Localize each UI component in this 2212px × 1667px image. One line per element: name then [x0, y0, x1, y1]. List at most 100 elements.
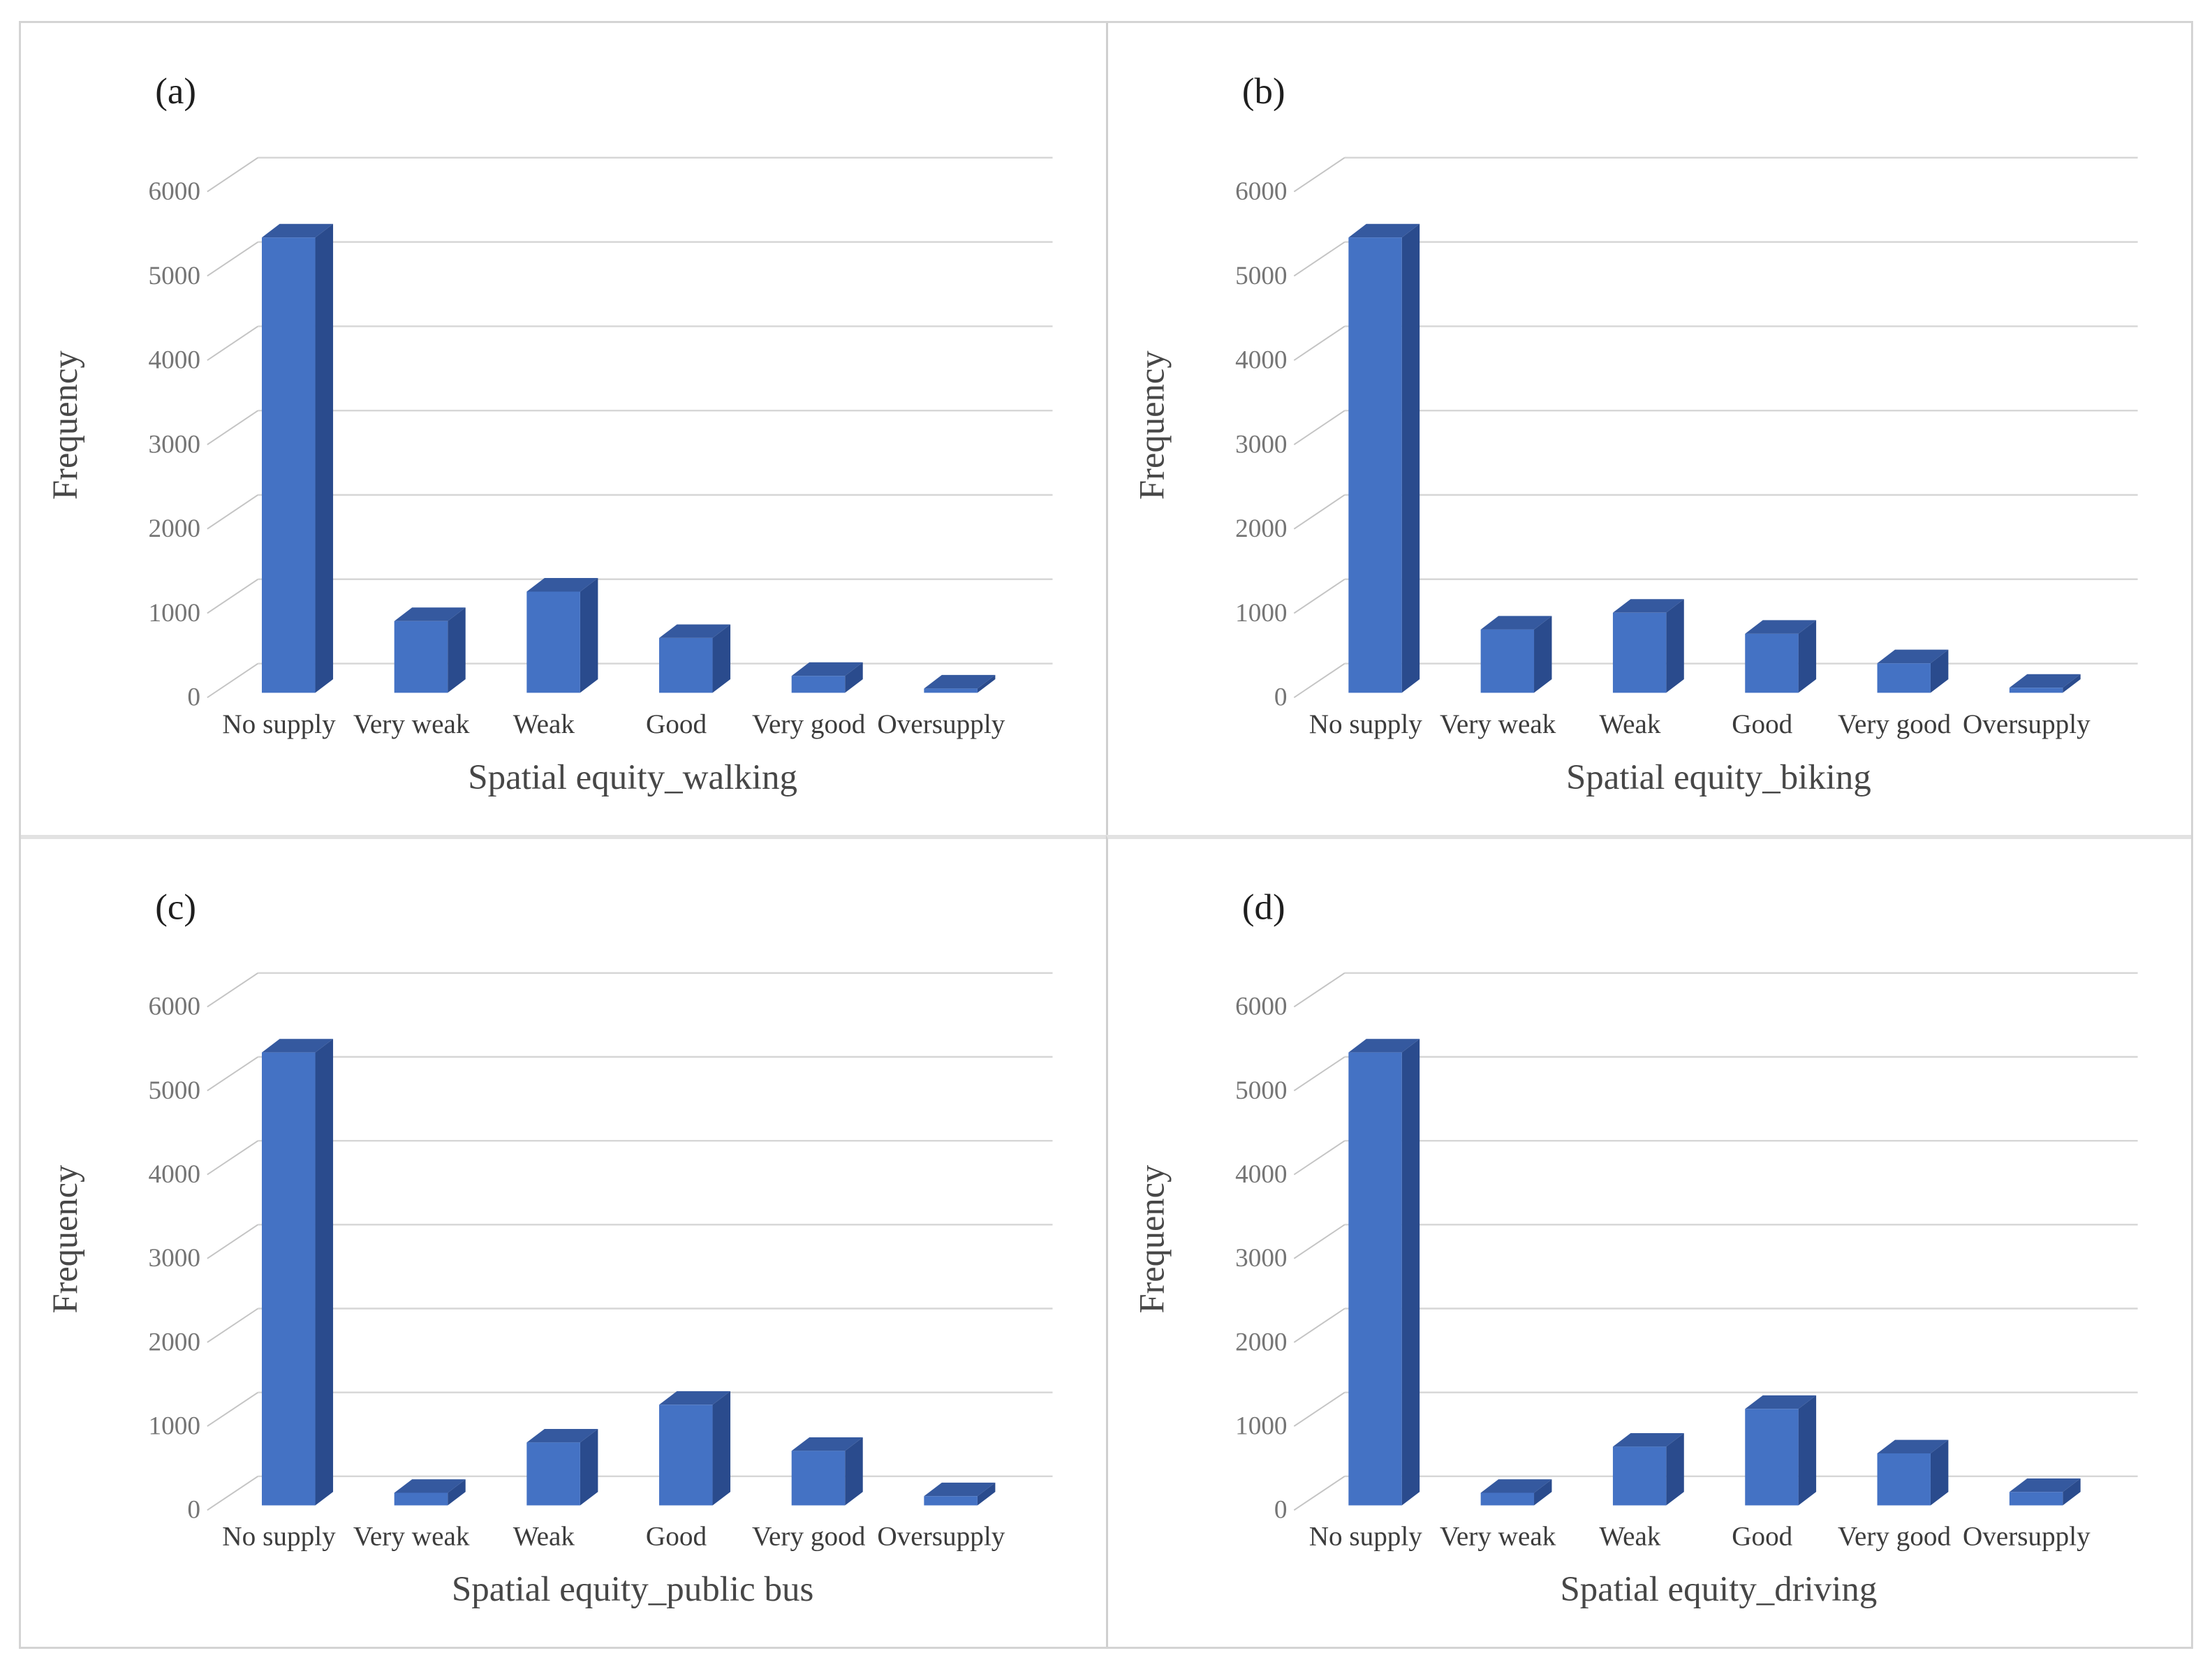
- bar-side-face: [977, 674, 996, 693]
- y-tick-label: 3000: [1235, 430, 1287, 459]
- y-tick-label: 6000: [148, 993, 200, 1021]
- bar-side-face: [580, 578, 598, 693]
- bar-no-supply: [1348, 223, 1420, 693]
- y-axis-title: Frequency: [45, 350, 84, 500]
- bar-front-face: [2009, 1492, 2063, 1506]
- axis-tick-connector: [207, 578, 258, 614]
- axis-tick-connector: [207, 494, 258, 530]
- axis-tick-connector: [207, 972, 258, 1008]
- bar-very-good: [1877, 1439, 1949, 1506]
- bar-good: [1745, 620, 1817, 693]
- axis-tick-connector: [207, 1307, 258, 1343]
- bar-oversupply: [924, 674, 996, 693]
- bar-front-face: [394, 1492, 448, 1506]
- y-tick-label: 2000: [1235, 514, 1287, 543]
- x-axis-title: Spatial equity_driving: [1560, 1569, 1877, 1608]
- bar-side-face: [1534, 1479, 1552, 1506]
- y-tick-label: 3000: [148, 1244, 200, 1273]
- bar-oversupply: [924, 1482, 996, 1506]
- bar-no-supply: [262, 223, 334, 693]
- bar-top-face: [2009, 674, 2081, 688]
- y-tick-label: 0: [1274, 1496, 1288, 1525]
- y-tick-label: 5000: [149, 262, 201, 290]
- bar-oversupply: [2009, 674, 2081, 693]
- bar-top-face: [2009, 1478, 2081, 1492]
- bar-front-face: [1877, 663, 1931, 693]
- axis-tick-connector: [1293, 1224, 1345, 1259]
- bar-front-face: [1612, 1446, 1667, 1506]
- bar-front-face: [659, 1405, 713, 1506]
- bar-top-face: [262, 1039, 334, 1053]
- bar-side-face: [1930, 649, 1949, 693]
- bar-top-face: [526, 1428, 598, 1443]
- bar-side-face: [845, 662, 863, 693]
- y-tick-label: 2000: [148, 1328, 200, 1357]
- bar-top-face: [394, 1479, 466, 1493]
- bar-front-face: [1745, 633, 1799, 693]
- bar-top-face: [394, 607, 466, 621]
- chart-c: 6000 5000 4000 3000 2000 1000 0 No supply Very w…: [45, 887, 1053, 1608]
- bar-front-face: [262, 1052, 316, 1506]
- axis-tick-connector: [207, 1224, 258, 1259]
- bar-very-good: [791, 662, 863, 693]
- bar-oversupply: [2009, 1478, 2081, 1506]
- axis-tick-connector: [1293, 241, 1345, 277]
- bar-front-face: [526, 1442, 580, 1506]
- bar-side-face: [1401, 223, 1420, 693]
- y-axis-title: Frequency: [45, 1164, 84, 1313]
- bar-side-face: [448, 607, 466, 693]
- bar-front-face: [1348, 1052, 1402, 1506]
- axis-tick-connector: [1293, 1391, 1345, 1427]
- bar-side-face: [2063, 1478, 2081, 1506]
- panel-b: 6000 5000 4000 3000 2000 1000 0 No supply Very w…: [1106, 23, 2191, 835]
- x-category-label: Weak: [1599, 1522, 1661, 1552]
- figure-panel-grid: 6000 5000 4000 3000 2000 1000 0 No supply Very w…: [19, 21, 2193, 1649]
- y-axis-title: Frequency: [1133, 1164, 1172, 1313]
- bar-side-face: [580, 1428, 598, 1506]
- bar-good: [1745, 1395, 1817, 1506]
- bar-top-face: [1348, 223, 1420, 238]
- y-tick-label: 6000: [1235, 177, 1287, 206]
- bar-front-face: [2009, 688, 2063, 693]
- bar-front-face: [262, 237, 316, 693]
- bar-no-supply: [262, 1039, 334, 1506]
- axis-tick-connector: [1293, 157, 1345, 193]
- axis-tick-connector: [207, 662, 258, 699]
- y-tick-label: 4000: [1235, 1160, 1287, 1189]
- panel-letter: (c): [155, 887, 196, 928]
- y-tick-label: 5000: [148, 1076, 200, 1105]
- bar-front-face: [1745, 1409, 1799, 1506]
- y-tick-label: 4000: [148, 1160, 200, 1189]
- axis-tick-connector: [1293, 578, 1345, 614]
- axis-tick-connector: [207, 325, 258, 361]
- bar-side-face: [1798, 620, 1817, 693]
- x-category-label: Oversupply: [877, 709, 1005, 739]
- axis-tick-connector: [207, 1476, 258, 1511]
- y-tick-label: 3000: [149, 430, 201, 459]
- bar-top-face: [659, 624, 731, 638]
- bar-side-face: [1930, 1439, 1949, 1506]
- y-tick-label: 1000: [148, 1412, 200, 1441]
- bar-weak: [1612, 1432, 1684, 1506]
- bar-front-face: [659, 637, 713, 693]
- bar-front-face: [526, 591, 580, 693]
- bar-top-face: [791, 662, 863, 676]
- y-tick-label: 6000: [149, 177, 201, 206]
- x-category-label: Good: [1732, 709, 1792, 739]
- y-tick-label: 1000: [149, 599, 201, 628]
- y-tick-label: 4000: [1235, 346, 1287, 375]
- bar-top-face: [1612, 599, 1684, 613]
- bar-weak: [526, 578, 598, 693]
- chart-a: 6000 5000 4000 3000 2000 1000 0 No supply Very w…: [45, 71, 1053, 797]
- axis-tick-connector: [207, 241, 258, 277]
- bar-side-face: [315, 223, 334, 693]
- bar-very-good: [791, 1437, 863, 1506]
- x-category-label: Weak: [513, 709, 575, 739]
- y-tick-label: 1000: [1235, 599, 1287, 628]
- bar-top-face: [1745, 620, 1817, 634]
- x-category-label: Very good: [752, 1522, 866, 1552]
- bar-very-weak: [394, 1479, 466, 1506]
- bar-good: [659, 1391, 731, 1506]
- axis-tick-connector: [1293, 494, 1345, 530]
- bar-top-face: [1348, 1039, 1420, 1053]
